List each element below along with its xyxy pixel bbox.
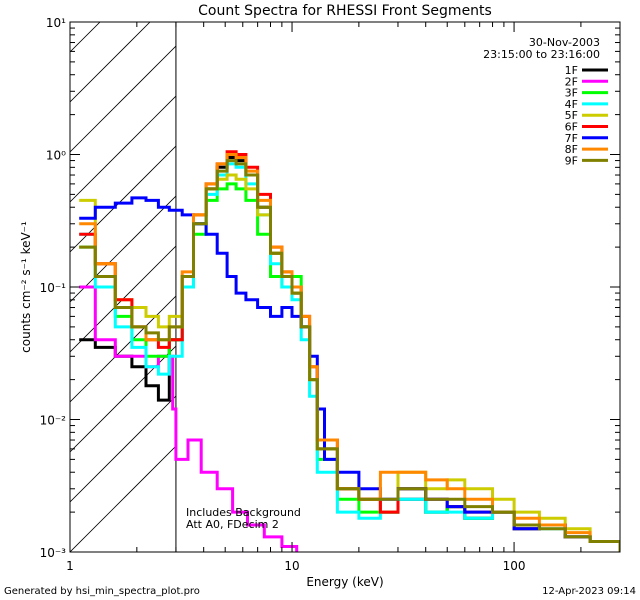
- hatch-line: [70, 295, 177, 403]
- legend-label-9F: 9F: [565, 154, 578, 167]
- hatch-line: [70, 22, 101, 53]
- hatch-line: [70, 0, 176, 2]
- x-axis-label: Energy (keV): [306, 575, 383, 589]
- y-axis-tick-labels: 10⁻³ 10⁻² 10⁻¹ 10⁰ 10¹: [40, 16, 67, 560]
- annotation-background: Includes Background: [186, 506, 301, 519]
- chart-title: Count Spectra for RHESSI Front Segments: [198, 3, 492, 19]
- y-tick-label: 10¹: [46, 16, 66, 30]
- legend-label-5F: 5F: [565, 109, 578, 122]
- series-lines: [79, 150, 620, 552]
- hatch-line: [70, 395, 177, 503]
- background-hatch-region: [70, 0, 177, 552]
- y-tick-label: 10⁻¹: [40, 281, 67, 295]
- x-tick-label: 1: [66, 559, 74, 573]
- footer-timestamp: 12-Apr-2023 09:14: [542, 586, 636, 597]
- series-7F-line: [79, 196, 620, 552]
- x-axis-tick-labels: 1 10 100: [66, 559, 525, 573]
- series-2F-line: [79, 285, 299, 552]
- legend-label-1F: 1F: [565, 64, 578, 77]
- x-tick-label: 10: [284, 559, 299, 573]
- x-tick-label: 100: [503, 559, 526, 573]
- y-axis-label: counts cm⁻² s⁻¹ keV⁻¹: [19, 221, 33, 353]
- x-axis-ticks: [69, 22, 621, 552]
- series-9F-line: [79, 159, 620, 552]
- legend-label-4F: 4F: [565, 98, 578, 111]
- hatch-line: [70, 45, 177, 153]
- series-4F-line: [79, 162, 620, 552]
- date-label: 30-Nov-2003: [529, 36, 600, 49]
- time-range-label: 23:15:00 to 23:16:00: [483, 48, 600, 61]
- legend-label-7F: 7F: [565, 132, 578, 145]
- hatch-line: [70, 195, 177, 303]
- hatch-line: [70, 22, 151, 103]
- annotation-attenuator: Att A0, FDecim 2: [186, 518, 279, 531]
- y-tick-label: 10⁰: [46, 149, 66, 163]
- y-tick-label: 10⁻²: [40, 414, 67, 428]
- legend-label-3F: 3F: [565, 87, 578, 100]
- hatch-line: [70, 95, 177, 203]
- legend-label-8F: 8F: [565, 143, 578, 156]
- footer-generated-by: Generated by hsi_min_spectra_plot.pro: [4, 586, 200, 597]
- hatch-line: [70, 445, 177, 552]
- legend-label-2F: 2F: [565, 75, 578, 88]
- y-axis-ticks: [70, 21, 620, 553]
- y-tick-label: 10⁻³: [40, 546, 67, 560]
- legend-label-6F: 6F: [565, 121, 578, 134]
